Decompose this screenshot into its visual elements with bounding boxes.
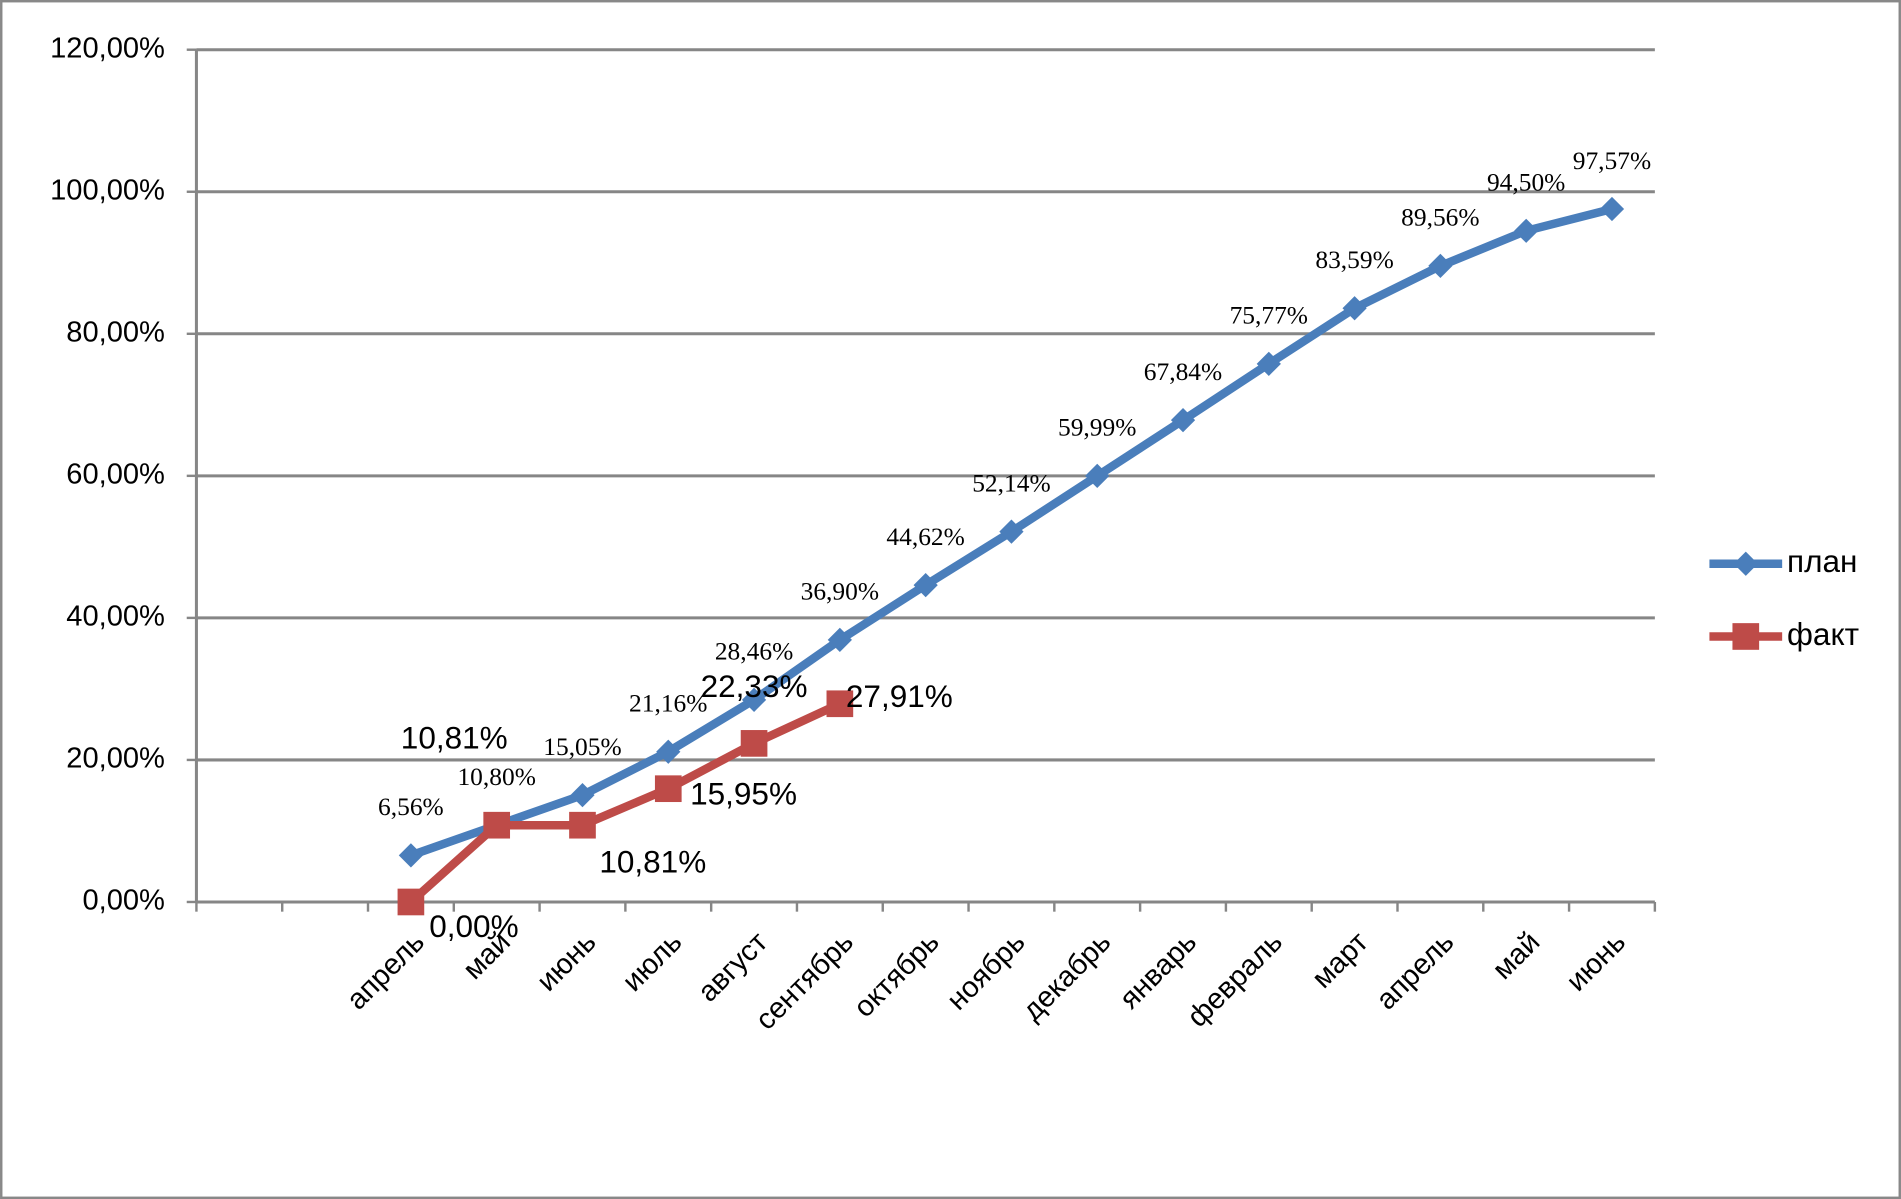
data-label: 10,81% (401, 720, 508, 756)
y-tick-label: 120,00% (50, 32, 165, 64)
data-point (569, 811, 596, 839)
data-point (1514, 218, 1539, 243)
data-label: 15,05% (543, 732, 621, 761)
data-label: 6,56% (378, 792, 444, 821)
data-label: 67,84% (1144, 357, 1222, 386)
data-point (397, 888, 425, 916)
data-label: 10,81% (599, 843, 706, 879)
data-label: 44,62% (886, 522, 964, 551)
data-label: 27,91% (846, 678, 953, 714)
data-point (1170, 408, 1196, 433)
data-point (913, 572, 938, 598)
data-label: 59,99% (1058, 413, 1136, 442)
data-point (1085, 463, 1110, 489)
legend-label: план (1787, 543, 1857, 579)
data-point (1342, 296, 1367, 321)
data-point (1599, 196, 1625, 222)
data-label: 75,77% (1230, 301, 1308, 330)
y-tick-label: 40,00% (66, 601, 165, 633)
y-tick-label: 20,00% (66, 743, 165, 775)
data-label: 89,56% (1401, 203, 1479, 232)
data-label: 94,50% (1487, 168, 1565, 197)
data-point (654, 775, 682, 803)
data-label: 52,14% (972, 468, 1050, 497)
data-point (741, 687, 767, 712)
y-tick-label: 80,00% (66, 316, 165, 348)
series-line (408, 699, 842, 906)
data-point (740, 730, 768, 757)
data-label: 36,90% (801, 577, 879, 606)
data-point (656, 739, 681, 764)
data-label: 28,46% (715, 637, 793, 666)
y-tick-label: 60,00% (66, 459, 165, 491)
data-label: 21,16% (629, 688, 707, 717)
data-label: 83,59% (1315, 245, 1393, 274)
data-point (483, 811, 511, 839)
data-point (1733, 551, 1758, 576)
data-label: 0,00% (429, 908, 518, 944)
data-label: 15,95% (690, 775, 797, 811)
data-label: 10,80% (457, 762, 535, 791)
data-point (1732, 623, 1760, 650)
legend-label: факт (1787, 616, 1859, 652)
data-point (1256, 351, 1281, 376)
data-point (826, 690, 854, 718)
data-label: 22,33% (701, 668, 808, 704)
data-label: 97,57% (1573, 146, 1651, 175)
y-tick-label: 0,00% (82, 885, 164, 917)
y-tick-label: 100,00% (50, 174, 165, 206)
